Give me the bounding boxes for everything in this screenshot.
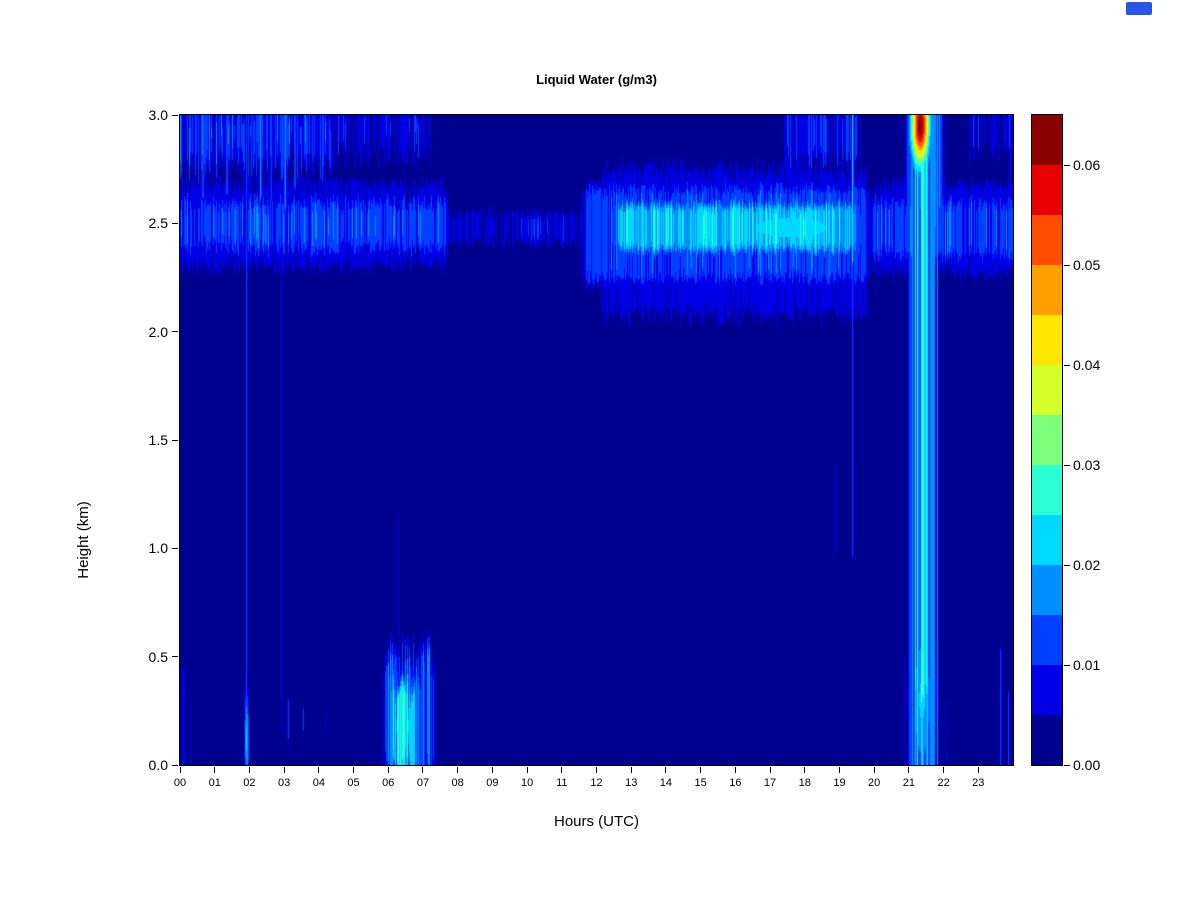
x-tick-mark xyxy=(318,767,320,773)
x-tick-mark xyxy=(179,767,181,773)
x-tick-mark xyxy=(561,767,563,773)
x-tick-mark xyxy=(491,767,493,773)
x-tick-label: 21 xyxy=(902,777,915,789)
colorbar-segment xyxy=(1032,665,1062,715)
colorbar-tick-mark xyxy=(1064,164,1070,166)
x-tick-label: 10 xyxy=(520,777,534,789)
x-tick-label: 03 xyxy=(278,777,291,789)
y-tick-label: 0.5 xyxy=(148,648,168,665)
y-axis-label: Height (km) xyxy=(75,501,92,579)
y-tick-mark xyxy=(172,656,178,658)
colorbar-tick-label: 0.03 xyxy=(1073,457,1101,473)
colorbar-tick-mark xyxy=(1064,764,1070,766)
x-tick-mark xyxy=(734,767,736,773)
x-tick-label: 19 xyxy=(833,777,846,789)
colorbar-segment xyxy=(1032,415,1062,465)
x-tick-label: 20 xyxy=(868,777,881,789)
x-axis-label: Hours (UTC) xyxy=(554,813,639,830)
colorbar-tick-label: 0.02 xyxy=(1073,557,1101,573)
x-tick-label: 11 xyxy=(556,777,568,789)
x-tick-label: 17 xyxy=(763,777,777,789)
x-tick-label: 12 xyxy=(590,777,603,789)
x-tick-label: 07 xyxy=(416,777,430,789)
colorbar-tick-mark xyxy=(1064,264,1070,266)
colorbar-tick-label: 0.04 xyxy=(1073,357,1101,373)
y-tick-label: 2.5 xyxy=(148,215,168,232)
colorbar-tick-mark xyxy=(1064,564,1070,566)
x-tick-label: 02 xyxy=(243,777,256,789)
x-tick-mark xyxy=(214,767,216,773)
x-tick-mark xyxy=(804,767,806,773)
x-tick-label: 22 xyxy=(937,777,950,789)
x-tick-label: 15 xyxy=(694,777,707,789)
x-tick-mark xyxy=(526,767,528,773)
y-tick-mark xyxy=(172,222,178,224)
colorbar-segment xyxy=(1032,215,1062,265)
x-tick-label: 18 xyxy=(798,777,811,789)
x-tick-mark xyxy=(700,767,702,773)
x-tick-label: 08 xyxy=(451,777,464,789)
x-tick-mark xyxy=(387,767,389,773)
x-tick-mark xyxy=(457,767,459,773)
colorbar-segment xyxy=(1032,465,1062,515)
colorbar-segment xyxy=(1032,165,1062,215)
y-tick-label: 3.0 xyxy=(148,107,168,123)
x-tick-mark xyxy=(665,767,667,773)
colorbar-segment xyxy=(1032,615,1062,665)
colorbar-segment xyxy=(1032,365,1062,415)
x-tick-mark xyxy=(943,767,945,773)
colorbar-segment xyxy=(1032,115,1062,165)
colorbar-segment xyxy=(1032,265,1062,315)
x-tick-mark xyxy=(838,767,840,773)
colorbar-tick-mark xyxy=(1064,464,1070,466)
x-tick-mark xyxy=(596,767,597,773)
x-tick-label: 05 xyxy=(347,777,360,789)
x-tick-mark xyxy=(422,767,424,773)
y-tick-label: 1.5 xyxy=(148,432,168,448)
colorbar-tick-label: 0.05 xyxy=(1073,257,1101,273)
x-tick-mark xyxy=(283,767,285,773)
colorbar-segment xyxy=(1032,515,1062,565)
x-tick-label: 06 xyxy=(382,777,395,789)
x-tick-mark xyxy=(977,767,979,773)
x-tick-mark xyxy=(248,767,250,773)
x-tick-mark xyxy=(353,767,355,773)
colorbar-tick-label: 0.00 xyxy=(1073,757,1101,773)
x-tick-label: 14 xyxy=(659,777,673,789)
heatmap-plot xyxy=(180,115,1013,765)
colorbar-segment xyxy=(1032,315,1062,365)
x-tick-label: 16 xyxy=(729,777,742,789)
y-tick-mark xyxy=(172,331,178,333)
y-tick-mark xyxy=(172,547,178,549)
y-tick-mark xyxy=(172,764,178,766)
x-tick-mark xyxy=(873,767,875,773)
x-tick-mark xyxy=(630,767,632,773)
x-tick-mark xyxy=(769,767,771,773)
y-tick-mark xyxy=(172,114,178,116)
colorbar-tick-mark xyxy=(1064,664,1070,666)
x-tick-label: 23 xyxy=(972,777,985,789)
y-tick-label: 1.0 xyxy=(148,540,168,557)
chart-title: Liquid Water (g/m3) xyxy=(536,72,657,87)
colorbar-tick-label: 0.06 xyxy=(1073,157,1101,173)
colorbar-border xyxy=(1031,114,1063,766)
colorbar-tick-mark xyxy=(1064,364,1070,366)
x-tick-label: 13 xyxy=(625,777,638,789)
x-tick-label: 04 xyxy=(312,777,325,789)
top-right-marker xyxy=(1126,2,1152,15)
colorbar-segment xyxy=(1032,565,1062,615)
x-tick-label: 09 xyxy=(486,777,499,789)
y-tick-mark xyxy=(172,439,178,441)
x-tick-label: 01 xyxy=(208,777,221,789)
y-tick-label: 2.0 xyxy=(148,323,168,340)
colorbar-segment xyxy=(1032,715,1062,765)
x-tick-label: 00 xyxy=(173,777,187,789)
colorbar-tick-label: 0.01 xyxy=(1073,657,1101,673)
x-tick-mark xyxy=(908,767,910,773)
y-tick-label: 0.0 xyxy=(148,757,168,773)
